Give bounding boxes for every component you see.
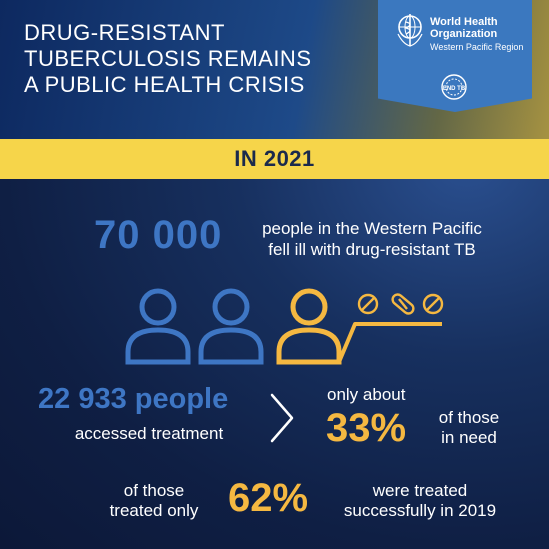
year-label: IN 2021 bbox=[234, 146, 315, 171]
pill-icon bbox=[357, 293, 379, 315]
success-treated-only-text: treated only bbox=[109, 501, 199, 520]
in-need-text: in need bbox=[441, 428, 497, 447]
of-those-in-need: of those in need bbox=[424, 408, 514, 448]
success-line-1: were treated bbox=[372, 481, 468, 500]
treatment-percent: 33% bbox=[326, 406, 407, 450]
treated-only-text: of those treated only bbox=[96, 481, 212, 521]
ill-description-line-1: people in the Western Pacific bbox=[262, 219, 482, 238]
headline: DRUG-RESISTANT TUBERCULOSIS REMAINS A PU… bbox=[24, 20, 354, 98]
treatment-count: 22 933 people bbox=[38, 383, 229, 415]
of-those-text: of those bbox=[438, 408, 500, 427]
success-description: were treated successfully in 2019 bbox=[332, 481, 508, 521]
success-line-2: successfully in 2019 bbox=[343, 501, 497, 520]
who-logo-badge: World Health Organization Western Pacifi… bbox=[378, 0, 532, 112]
success-of-those-text: of those bbox=[123, 481, 185, 500]
headline-line-2: TUBERCULOSIS REMAINS bbox=[24, 46, 312, 71]
only-about-text: only about bbox=[327, 385, 406, 404]
year-band: IN 2021 bbox=[0, 139, 549, 179]
who-emblem-icon bbox=[397, 14, 423, 47]
people-illustration bbox=[125, 288, 444, 365]
success-percent: 62% bbox=[228, 476, 309, 520]
end-tb-logo-icon: END TB bbox=[441, 74, 467, 100]
who-name-line-1: World Health bbox=[430, 16, 498, 28]
who-name-line-2: Organization bbox=[430, 28, 498, 40]
end-tb-text: END TB bbox=[443, 86, 466, 92]
headline-line-1: DRUG-RESISTANT bbox=[24, 20, 225, 45]
treatment-label: accessed treatment bbox=[74, 424, 224, 443]
person-icon bbox=[276, 288, 342, 365]
pill-icon bbox=[422, 293, 444, 315]
person-icon bbox=[198, 288, 264, 365]
ill-description: people in the Western Pacific fell ill w… bbox=[252, 218, 492, 260]
treatment-line bbox=[337, 322, 442, 363]
headline-line-3: A PUBLIC HEALTH CRISIS bbox=[24, 72, 305, 97]
who-region: Western Pacific Region bbox=[430, 42, 524, 52]
who-name: World Health Organization bbox=[430, 16, 498, 40]
ill-description-line-2: fell ill with drug-resistant TB bbox=[268, 240, 476, 259]
capsule-icon bbox=[391, 293, 415, 315]
chevron-right-icon bbox=[270, 393, 294, 443]
ill-count: 70 000 bbox=[94, 213, 223, 257]
person-icon bbox=[125, 288, 191, 365]
